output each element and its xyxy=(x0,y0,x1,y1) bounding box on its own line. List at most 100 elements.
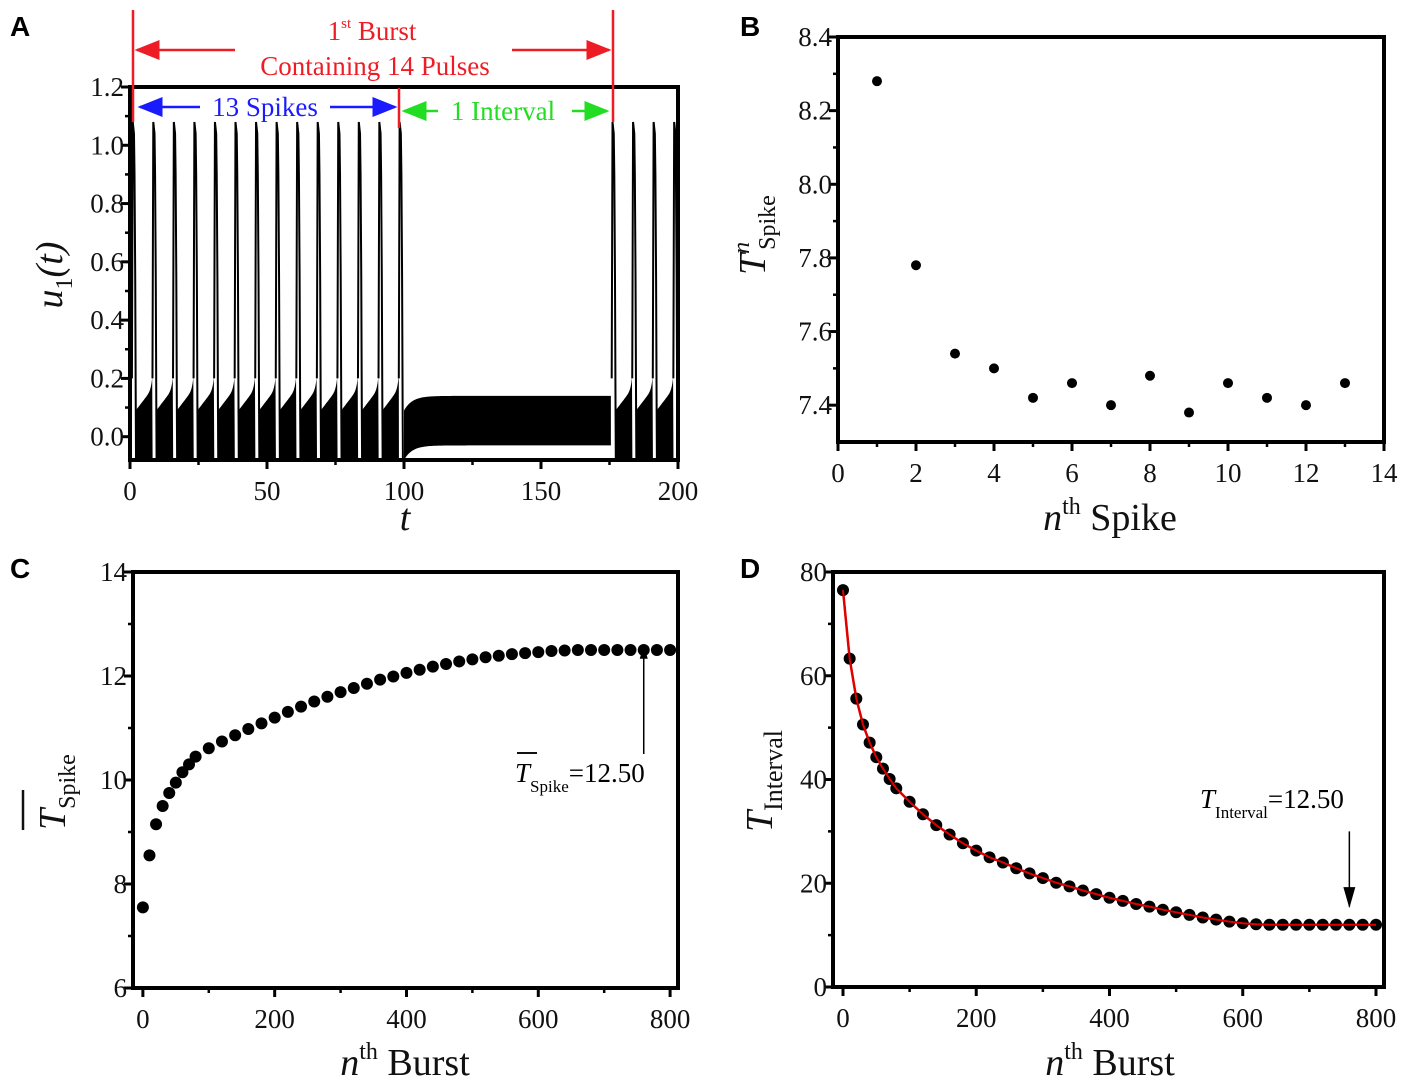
panel-d: 0 200 400 600 800 0 20 40 60 80 xyxy=(800,557,1396,1033)
spike-peak xyxy=(612,121,615,178)
y-tick-label: 80 xyxy=(800,557,827,587)
x-tick-label: 200 xyxy=(956,1003,997,1033)
data-point xyxy=(169,776,182,789)
panel-letter-b: B xyxy=(740,11,760,42)
plot-frame xyxy=(836,35,1386,444)
x-tick-label: 12 xyxy=(1293,458,1320,488)
fast-oscillation-band xyxy=(156,377,174,460)
fast-oscillation-band xyxy=(217,377,235,460)
x-tick-label: 14 xyxy=(1371,458,1399,488)
fast-oscillation-band xyxy=(135,377,153,460)
data-point xyxy=(505,648,518,661)
data-point xyxy=(242,723,255,736)
panel-a-annotations: 1st Burst Containing 14 Pulses 13 Spikes… xyxy=(131,10,615,128)
y-tick-label: 8.4 xyxy=(798,22,832,52)
panel-letter-d: D xyxy=(740,553,760,584)
data-point xyxy=(1223,378,1233,389)
data-point xyxy=(229,729,242,742)
y-tick-label: 8.2 xyxy=(798,96,832,126)
y-tick-label: 1.2 xyxy=(90,72,124,102)
panel-letter-c: C xyxy=(10,553,30,584)
y-tick-label: 8.0 xyxy=(798,169,832,199)
y-tick-label: 20 xyxy=(800,868,827,898)
data-point xyxy=(519,647,532,660)
y-tick-label: 7.6 xyxy=(798,317,832,347)
arrow-head xyxy=(639,644,648,659)
data-point xyxy=(255,717,268,730)
x-tick-label: 0 xyxy=(836,1003,850,1033)
data-point xyxy=(950,348,960,359)
data-point xyxy=(624,644,637,656)
spikes-label: 13 Spikes xyxy=(212,92,318,122)
x-tick-label: 4 xyxy=(987,458,1001,488)
data-point xyxy=(413,663,426,676)
x-tick-label: 6 xyxy=(1065,458,1079,488)
y-tick-label: 8 xyxy=(114,869,128,899)
panel-c: 0 200 400 600 800 6 8 10 12 14 xyxy=(100,557,690,1034)
y-tick-label: 0.8 xyxy=(90,189,124,219)
spike-peak xyxy=(276,121,279,178)
panel-c-x-label: nth Burst xyxy=(340,1039,470,1084)
tspike-value-label: TSpike=12.50 xyxy=(515,758,645,796)
fast-oscillation-band xyxy=(259,377,276,460)
panel-b: 0 2 4 6 8 10 12 14 7.4 7.6 7.8 8.0 8.2 8.4 xyxy=(798,22,1398,488)
data-point xyxy=(1262,392,1272,403)
data-point xyxy=(532,646,545,659)
fast-oscillation-band xyxy=(382,375,399,460)
x-tick-label: 0 xyxy=(136,1004,150,1034)
x-tick-label: 2 xyxy=(909,458,923,488)
x-tick-label: 400 xyxy=(1089,1003,1130,1033)
spike-peak xyxy=(194,121,197,178)
data-point xyxy=(650,644,663,656)
y-tick-label: 6 xyxy=(114,973,128,1003)
panel-a-y-label: u1(t) xyxy=(29,242,78,309)
panel-d-y-label: TInterval xyxy=(739,730,788,832)
voltage-trace xyxy=(130,121,679,461)
data-point xyxy=(598,644,611,656)
y-tick-label: 7.8 xyxy=(798,243,832,273)
panel-b-x-label: nth Spike xyxy=(1043,494,1177,539)
data-point xyxy=(400,666,413,679)
fit-curve xyxy=(841,590,1376,926)
spike-peak xyxy=(338,121,340,178)
spike-peak xyxy=(173,121,176,178)
x-tick-label: 100 xyxy=(384,476,425,506)
burst-label-line1: 1st Burst xyxy=(328,16,417,46)
y-tick-label: 10 xyxy=(100,765,127,795)
x-tick-label: 8 xyxy=(1143,458,1157,488)
x-tick-label: 600 xyxy=(518,1004,559,1034)
x-tick-label: 400 xyxy=(386,1004,427,1034)
data-point xyxy=(1340,378,1350,389)
data-point xyxy=(334,686,347,699)
x-tick-label: 0 xyxy=(123,476,137,506)
fast-oscillation-band xyxy=(636,377,653,460)
panel-d-x-label: nth Burst xyxy=(1045,1039,1175,1084)
y-tick-label: 12 xyxy=(100,661,127,691)
panel-b-y-label: TnSpike xyxy=(729,195,781,275)
data-point xyxy=(989,363,999,374)
spike-peak xyxy=(297,121,299,178)
data-point xyxy=(1301,400,1311,411)
fast-oscillation-band xyxy=(197,377,215,460)
data-point xyxy=(295,700,308,713)
spike-peak xyxy=(255,121,258,178)
x-tick-label: 0 xyxy=(831,458,845,488)
data-point xyxy=(571,644,584,656)
data-point xyxy=(136,901,149,914)
data-point xyxy=(664,644,677,656)
panel-c-y-label: TSpike xyxy=(21,754,81,830)
svg-text:TSpike: TSpike xyxy=(32,754,81,830)
data-point xyxy=(1067,378,1077,389)
data-point xyxy=(545,645,558,658)
spike-peak xyxy=(358,121,361,178)
spike-peak xyxy=(399,121,402,178)
spike-peak xyxy=(379,121,381,178)
data-point xyxy=(1184,407,1194,418)
fit-curve-overlay xyxy=(841,590,1376,926)
tinterval-value-label: TInterval=12.50 xyxy=(1200,784,1344,822)
interval-label: 1 Interval xyxy=(451,96,555,126)
y-tick-label: 0.4 xyxy=(90,305,124,335)
data-point xyxy=(321,690,334,703)
burst-label-line2: Containing 14 Pulses xyxy=(260,51,490,81)
fast-oscillation-band xyxy=(615,377,633,460)
